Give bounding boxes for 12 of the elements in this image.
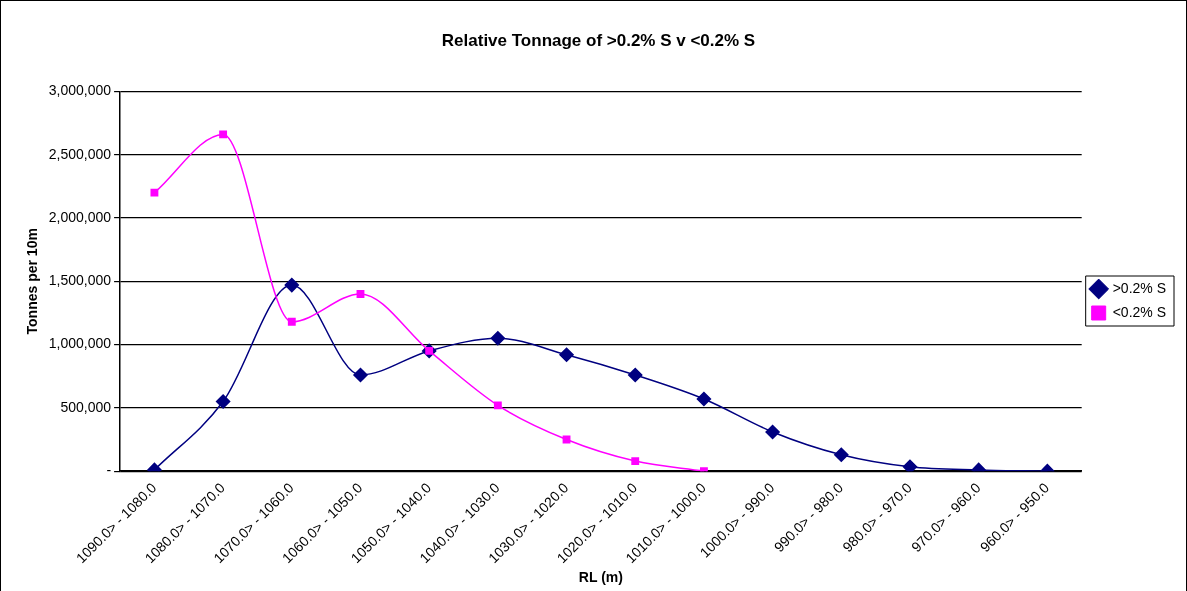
legend-label: >0.2% S xyxy=(1112,279,1167,296)
legend-label: <0.2% S xyxy=(1112,303,1167,320)
y-tick-label: 2,000,000 xyxy=(48,208,112,225)
y-tick-label: 500,000 xyxy=(60,398,112,415)
chart-title: Relative Tonnage of >0.2% S v <0.2% S xyxy=(441,30,756,50)
y-tick-label: 2,500,000 xyxy=(48,145,112,162)
y-axis-title: Tonnes per 10m xyxy=(24,228,41,335)
y-tick-label: 1,000,000 xyxy=(48,335,112,352)
y-tick-label: 3,000,000 xyxy=(48,82,112,99)
y-tick-label: - xyxy=(106,462,112,479)
y-tick-label: 1,500,000 xyxy=(48,272,112,289)
x-axis-title: RL (m) xyxy=(578,569,623,586)
